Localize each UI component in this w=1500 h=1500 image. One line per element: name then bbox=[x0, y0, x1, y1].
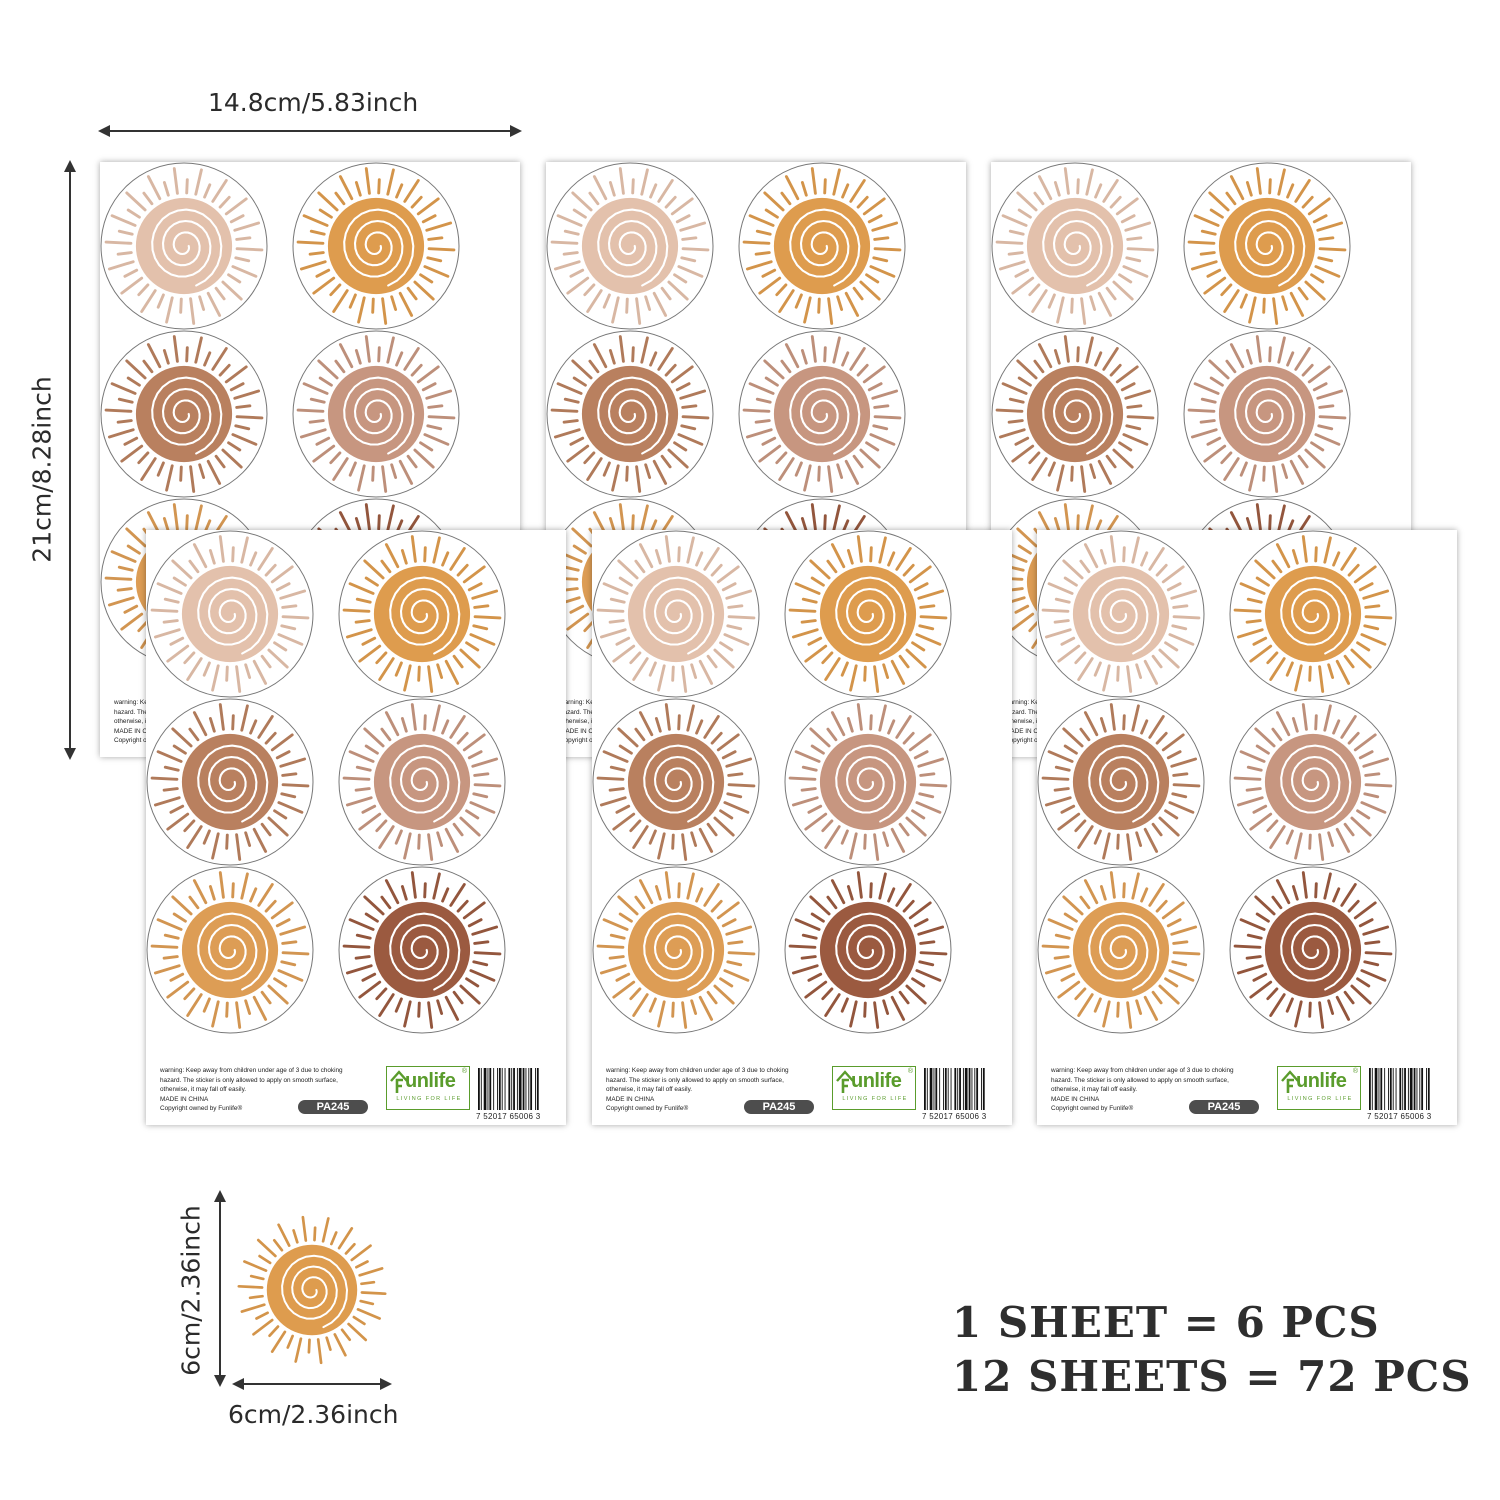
warning-line: Copyright owned by Funlife® bbox=[606, 1105, 689, 1112]
brand-logo: unlife LIVING FOR LIFE ® bbox=[832, 1066, 916, 1110]
sun-sticker bbox=[338, 530, 506, 698]
warning-text: warning: Keep away from children under a… bbox=[1051, 1066, 1276, 1114]
brand-logo: unlife LIVING FOR LIFE ® bbox=[386, 1066, 470, 1110]
sun-sticker bbox=[146, 866, 314, 1034]
sun-sticker bbox=[991, 162, 1159, 330]
registered-mark: ® bbox=[907, 1068, 913, 1075]
sun-sticker bbox=[738, 162, 906, 330]
sticker-grid bbox=[146, 530, 506, 1034]
sun-sticker bbox=[784, 530, 952, 698]
sun-sticker bbox=[1229, 866, 1397, 1034]
warning-line: MADE IN CHINA bbox=[1051, 1095, 1100, 1103]
product-code-badge: PA245 bbox=[298, 1100, 368, 1114]
barcode-number: 7 52017 65006 3 bbox=[476, 1112, 541, 1121]
sun-sticker bbox=[546, 162, 714, 330]
sheet-count-text: 1 SHEET = 6 PCS bbox=[952, 1298, 1380, 1347]
sun-sticker bbox=[100, 162, 268, 330]
sun-sticker bbox=[592, 866, 760, 1034]
product-code-badge: PA245 bbox=[1189, 1100, 1259, 1114]
warning-line: otherwise, it may fall off easily. bbox=[160, 1086, 247, 1093]
sun-sticker bbox=[338, 866, 506, 1034]
brand-name: unlife bbox=[851, 1070, 902, 1092]
sheet-height-label: 21cm/8.28inch bbox=[27, 376, 57, 563]
warning-line: warning: Keep away from children under a… bbox=[606, 1067, 789, 1074]
sticker-sheet: warning: Keep away from children under a… bbox=[1037, 530, 1457, 1125]
warning-line: MADE IN CHINA bbox=[160, 1095, 209, 1103]
sticker-grid bbox=[592, 530, 952, 1034]
sun-sticker bbox=[292, 162, 460, 330]
sticker-height-arrow bbox=[214, 1190, 226, 1387]
warning-line: warning: Keep away from children under a… bbox=[1051, 1067, 1234, 1074]
warning-line: otherwise, it may fall off easily. bbox=[606, 1086, 693, 1093]
sticker-sheet: warning: Keep away from children under a… bbox=[146, 530, 566, 1125]
sun-sticker bbox=[146, 698, 314, 866]
warning-line: otherwise, it may fall off easily. bbox=[1051, 1086, 1138, 1093]
sun-sticker bbox=[592, 698, 760, 866]
sticker-grid bbox=[1037, 530, 1397, 1034]
brand-name: unlife bbox=[1296, 1070, 1347, 1092]
house-f-icon bbox=[836, 1070, 854, 1093]
sun-spiral-icon bbox=[237, 1215, 387, 1365]
brand-logo: unlife LIVING FOR LIFE ® bbox=[1277, 1066, 1361, 1110]
brand-name: unlife bbox=[405, 1070, 456, 1092]
warning-line: MADE IN CHINA bbox=[560, 727, 609, 735]
warning-text: warning: Keep away from children under a… bbox=[160, 1066, 385, 1114]
sheet-width-arrow bbox=[98, 125, 522, 137]
barcode-number: 7 52017 65006 3 bbox=[922, 1112, 987, 1121]
brand-tagline: LIVING FOR LIFE bbox=[396, 1096, 462, 1102]
barcode-icon bbox=[924, 1068, 985, 1110]
sun-sticker bbox=[1183, 330, 1351, 498]
sun-sticker bbox=[1037, 866, 1205, 1034]
sheet-width-label: 14.8cm/5.83inch bbox=[208, 88, 419, 117]
sun-sticker bbox=[1183, 162, 1351, 330]
barcode-icon bbox=[1369, 1068, 1430, 1110]
warning-line: warning: Keep away from children under a… bbox=[160, 1067, 343, 1074]
sun-sticker bbox=[592, 530, 760, 698]
sun-sticker bbox=[237, 1215, 387, 1365]
barcode-icon bbox=[478, 1068, 539, 1110]
sheet-height-arrow bbox=[64, 160, 76, 760]
sun-sticker bbox=[1229, 530, 1397, 698]
warning-line: hazard. The sticker is only allowed to a… bbox=[606, 1076, 784, 1084]
sun-sticker bbox=[1037, 698, 1205, 866]
sticker-width-label: 6cm/2.36inch bbox=[228, 1400, 399, 1429]
total-count-text: 12 SHEETS = 72 PCS bbox=[952, 1352, 1472, 1401]
sun-sticker bbox=[338, 698, 506, 866]
product-code-badge: PA245 bbox=[744, 1100, 814, 1114]
warning-line: Copyright owned by Funlife® bbox=[160, 1105, 243, 1112]
barcode-number: 7 52017 65006 3 bbox=[1367, 1112, 1432, 1121]
house-f-icon bbox=[390, 1070, 408, 1093]
sun-sticker bbox=[292, 330, 460, 498]
sheet-footer: warning: Keep away from children under a… bbox=[592, 1058, 1012, 1125]
warning-line: hazard. The sticker is only allowed to a… bbox=[1051, 1076, 1229, 1084]
sun-sticker bbox=[991, 330, 1159, 498]
sun-sticker bbox=[146, 530, 314, 698]
sun-sticker bbox=[1229, 698, 1397, 866]
warning-line: MADE IN CHINA bbox=[606, 1095, 655, 1103]
sticker-height-label: 6cm/2.36inch bbox=[176, 1205, 206, 1376]
single-sticker bbox=[232, 1210, 392, 1370]
brand-tagline: LIVING FOR LIFE bbox=[842, 1096, 908, 1102]
house-f-icon bbox=[1281, 1070, 1299, 1093]
sun-sticker bbox=[100, 330, 268, 498]
warning-text: warning: Keep away from children under a… bbox=[606, 1066, 831, 1114]
sticker-width-arrow bbox=[232, 1378, 392, 1390]
sun-sticker bbox=[784, 698, 952, 866]
sun-sticker bbox=[738, 330, 906, 498]
sheet-footer: warning: Keep away from children under a… bbox=[1037, 1058, 1457, 1125]
sun-sticker bbox=[546, 330, 714, 498]
sun-sticker bbox=[784, 866, 952, 1034]
sheet-footer: warning: Keep away from children under a… bbox=[146, 1058, 566, 1125]
brand-tagline: LIVING FOR LIFE bbox=[1287, 1096, 1353, 1102]
registered-mark: ® bbox=[461, 1068, 467, 1075]
warning-line: hazard. The sticker is only allowed to a… bbox=[160, 1076, 338, 1084]
sticker-sheet: warning: Keep away from children under a… bbox=[592, 530, 1012, 1125]
registered-mark: ® bbox=[1352, 1068, 1358, 1075]
warning-line: MADE IN CHINA bbox=[114, 727, 163, 735]
warning-line: Copyright owned by Funlife® bbox=[1051, 1105, 1134, 1112]
warning-line: MADE IN CHINA bbox=[1005, 727, 1054, 735]
sun-sticker bbox=[1037, 530, 1205, 698]
